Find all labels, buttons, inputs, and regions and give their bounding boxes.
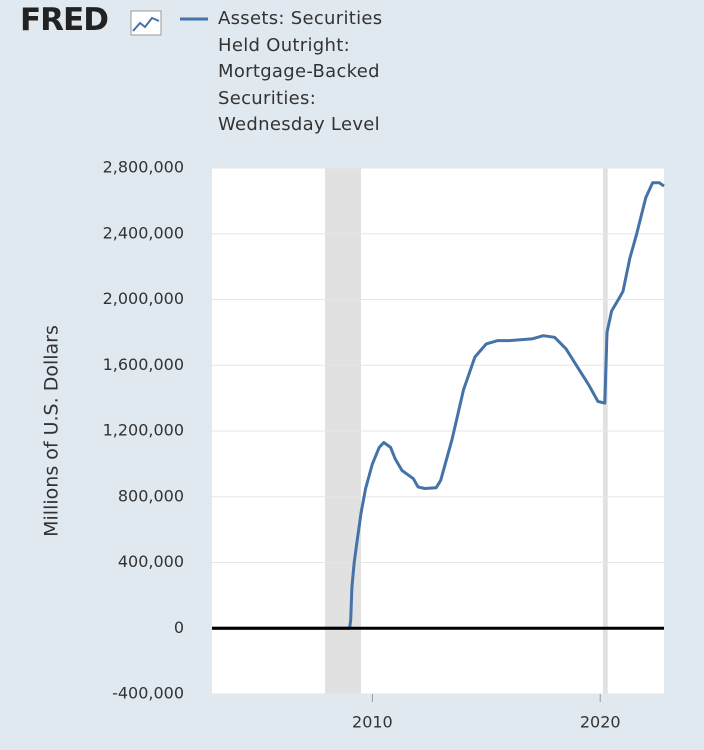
logo: FRED	[20, 2, 109, 38]
y-tick-label: 400,000	[118, 552, 184, 571]
y-tick-label: 2,400,000	[103, 223, 184, 242]
legend-label: Assets: Securities Held Outright: Mortga…	[218, 8, 383, 135]
series-line	[212, 181, 665, 630]
y-tick-label: 800,000	[118, 486, 184, 505]
y-tick-label: -400,000	[112, 684, 184, 703]
x-tick-label: 2010	[352, 713, 393, 732]
x-tick-label: 2020	[580, 713, 621, 732]
y-tick-label: 0	[174, 618, 184, 637]
logo-icon	[130, 10, 162, 36]
y-tick-label: 2,800,000	[103, 158, 184, 177]
y-tick-label: 2,000,000	[103, 289, 184, 308]
y-axis-label: Millions of U.S. Dollars	[41, 325, 63, 537]
y-tick-label: 1,600,000	[103, 355, 184, 374]
legend-swatch	[180, 17, 208, 21]
y-tick-label: 1,200,000	[103, 421, 184, 440]
